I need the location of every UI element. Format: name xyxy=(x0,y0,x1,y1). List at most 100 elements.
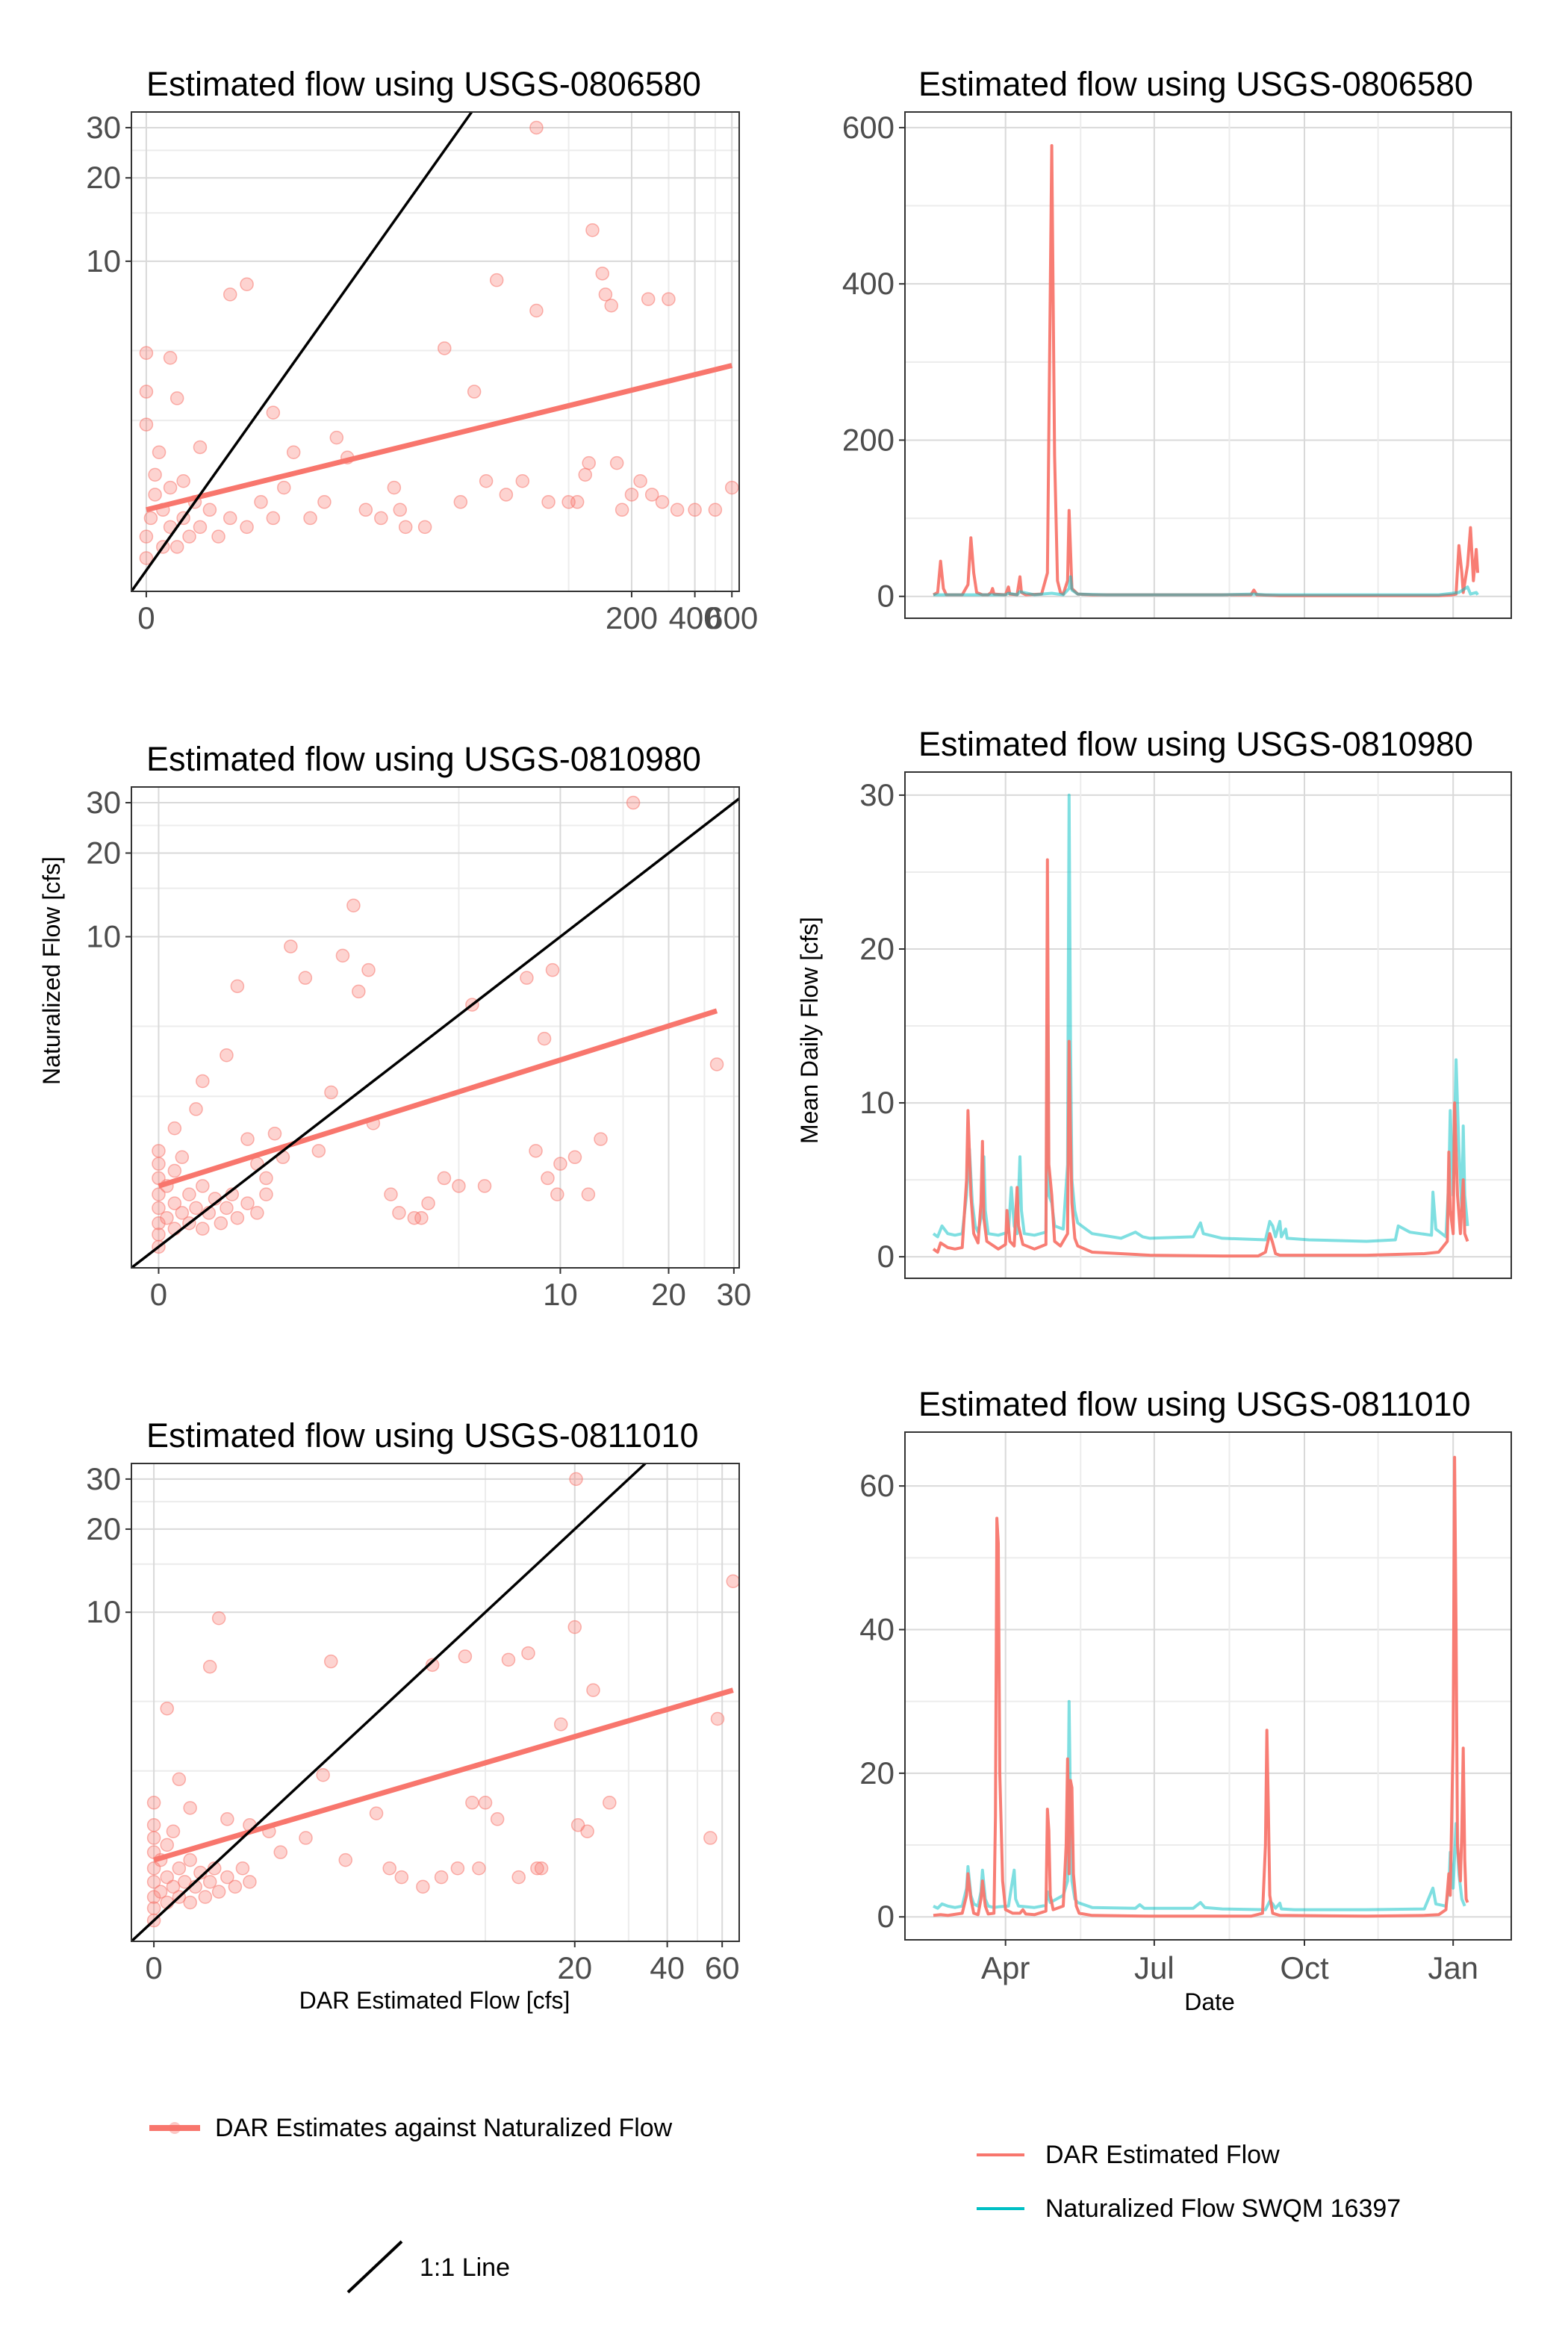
x-tick-label: 400 xyxy=(669,600,721,635)
scatter-point xyxy=(230,1210,245,1225)
scatter-point xyxy=(477,1179,492,1193)
scatter-point xyxy=(655,495,670,509)
scatter-point xyxy=(175,1150,190,1165)
scatter-point xyxy=(489,273,504,287)
scatter-point xyxy=(189,1201,203,1216)
scatter-point xyxy=(414,1210,429,1225)
scatter-point xyxy=(585,223,600,237)
scatter-point xyxy=(267,1126,282,1141)
scatter-point xyxy=(223,511,237,526)
fit-line xyxy=(158,1008,718,1189)
scatter-point xyxy=(182,1187,196,1201)
scatter-point xyxy=(311,1144,326,1158)
scatter-point xyxy=(152,1157,166,1171)
scatter-point xyxy=(382,1861,396,1876)
scatter-point xyxy=(196,1179,210,1193)
scatter-point xyxy=(553,1157,567,1171)
y-tick-label: 0 xyxy=(877,1239,895,1274)
y-tick-label: 20 xyxy=(86,160,121,195)
scatter-point xyxy=(223,287,237,302)
scatter-panel-4: 10 20 30 0 20 40 60 Estimated flow using USGS-0… xyxy=(86,1416,740,1985)
scatter-point xyxy=(193,440,208,455)
scatter-point xyxy=(183,1895,197,1910)
scatter-point xyxy=(580,1824,594,1838)
naturalized-flow-line xyxy=(933,1699,1466,1911)
dar-flow-line xyxy=(933,144,1480,597)
scatter-point xyxy=(139,551,154,565)
y-tick-label: 20 xyxy=(859,931,895,966)
scatter-point xyxy=(570,495,585,509)
scatter-point xyxy=(182,529,196,544)
scatter-point xyxy=(235,1861,250,1876)
scatter-point xyxy=(139,385,154,399)
scatter-point xyxy=(193,520,208,535)
scatter-point xyxy=(369,1806,384,1820)
scatter-point xyxy=(273,1845,287,1859)
line-panel-5: 0 20 40 60 Apr Jul Oct Jan Estimated flow using … xyxy=(859,1385,1512,1985)
right-y-axis-label: Mean Daily Flow [cfs] xyxy=(796,917,823,1144)
scatter-point xyxy=(703,1831,718,1845)
panel-title: Estimated flow using USGS-0810980 xyxy=(918,725,1473,763)
scatter-point xyxy=(259,1171,273,1186)
scatter-point xyxy=(511,1870,526,1885)
series-group xyxy=(932,793,1469,1258)
scatter-point xyxy=(472,1861,486,1876)
scatter-point xyxy=(160,1210,174,1225)
legend-oneone-key-line xyxy=(346,2240,403,2294)
scatter-point xyxy=(220,1870,234,1885)
scatter-point xyxy=(374,511,388,526)
scatter-point xyxy=(425,1658,440,1673)
scatter-point xyxy=(478,1796,493,1810)
scatter-point xyxy=(553,1717,568,1732)
scatter-point xyxy=(569,1472,583,1487)
panel-frame xyxy=(131,1463,740,1942)
scatter-point xyxy=(465,1796,479,1810)
scatter-point xyxy=(169,540,184,554)
y-tick-label: 0 xyxy=(877,1899,895,1934)
scatter-point xyxy=(146,1818,161,1832)
scatter-point xyxy=(346,898,361,912)
scatter-point xyxy=(710,1711,725,1726)
x-tick-label: 0 xyxy=(137,600,155,635)
y-tick-label: 10 xyxy=(86,243,121,279)
y-tick-label: 30 xyxy=(859,777,895,812)
scatter-point xyxy=(160,1870,174,1885)
scatter-point xyxy=(529,1144,543,1158)
scatter-point xyxy=(453,495,468,509)
legend-dar-label: DAR Estimated Flow xyxy=(1045,2141,1280,2169)
scatter-point xyxy=(240,1132,255,1146)
scatter-point xyxy=(541,495,556,509)
scatter-point xyxy=(220,1048,234,1063)
scatter-point xyxy=(567,1150,582,1165)
scatter-point xyxy=(284,939,298,953)
scatter-point xyxy=(169,391,184,405)
scatter-point xyxy=(153,1885,168,1899)
y-tick-label: 10 xyxy=(86,1594,121,1629)
scatter-point xyxy=(202,503,217,517)
x-tick-label: 60 xyxy=(705,1950,740,1985)
scatter-point xyxy=(230,979,245,994)
y-tick-label: 30 xyxy=(86,110,121,145)
y-tick-label: 30 xyxy=(86,1461,121,1496)
scatter-point xyxy=(202,1659,217,1674)
scatter-point xyxy=(243,1875,257,1889)
scatter-point xyxy=(266,511,281,526)
panel-frame xyxy=(904,111,1512,619)
scatter-point xyxy=(175,1206,190,1220)
scatter-point xyxy=(211,1611,226,1625)
x-tick-label: 30 xyxy=(717,1277,752,1312)
legend-scatter-label: DAR Estimates against Naturalized Flow xyxy=(215,2114,673,2142)
scatter-point xyxy=(534,1861,549,1876)
scatter-point xyxy=(438,341,452,355)
one-to-one-line xyxy=(131,1463,647,1941)
scatter-points xyxy=(146,1472,739,1928)
y-tick-label: 20 xyxy=(859,1755,895,1791)
left-x-axis-label: DAR Estimated Flow [cfs] xyxy=(299,1987,570,2014)
scatter-point xyxy=(582,455,596,470)
scatter-point xyxy=(146,1901,161,1915)
x-tick-label: 40 xyxy=(650,1950,685,1985)
scatter-point xyxy=(529,303,544,318)
scatter-point xyxy=(250,1206,264,1220)
scatter-point xyxy=(358,503,373,517)
scatter-point xyxy=(198,1890,213,1904)
